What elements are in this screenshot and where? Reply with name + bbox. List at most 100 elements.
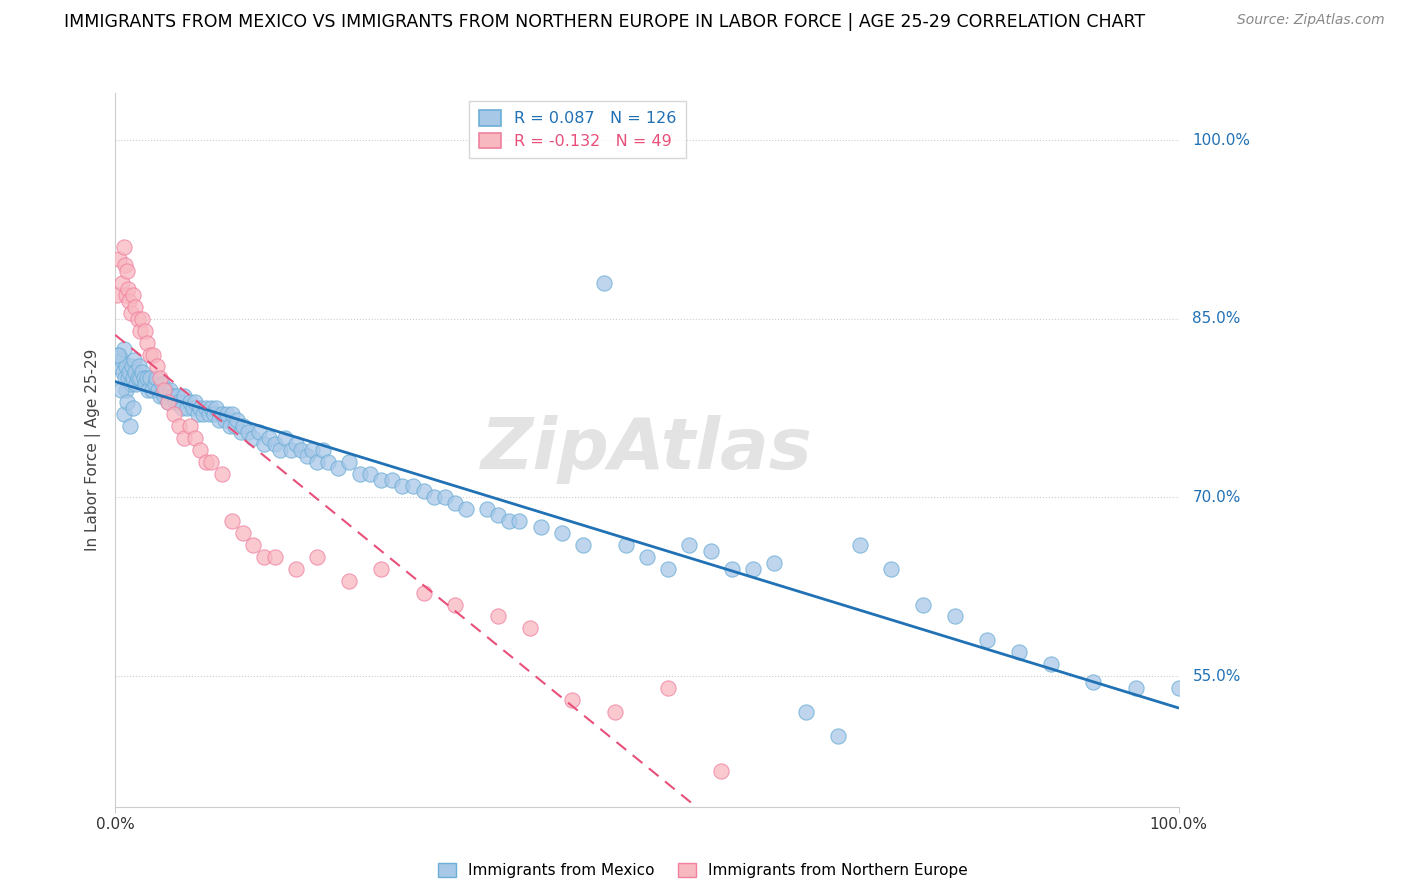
Point (295, 449, 318, 463)
Point (247, 425, 270, 439)
Point (328, 460, 350, 475)
Point (912, 598, 935, 612)
Point (593, 276, 616, 290)
Point (1083, 675, 1105, 690)
Point (153, 384, 176, 398)
Point (337, 574, 360, 588)
Point (188, 442, 211, 457)
Point (179, 419, 201, 434)
Point (721, 562, 744, 576)
Point (253, 549, 276, 564)
Point (263, 437, 285, 451)
Text: 55.0%: 55.0% (1192, 668, 1240, 683)
Point (205, 401, 228, 416)
Point (742, 562, 765, 576)
Point (221, 514, 243, 528)
Point (132, 371, 155, 385)
Point (657, 562, 679, 576)
Point (110, 384, 132, 398)
Point (163, 407, 186, 421)
Point (636, 549, 658, 564)
Point (519, 621, 541, 635)
Point (208, 413, 231, 427)
Point (111, 365, 134, 379)
Point (127, 371, 149, 385)
Point (498, 514, 520, 528)
Point (122, 401, 145, 416)
Point (124, 365, 146, 379)
Point (143, 377, 166, 392)
Point (114, 359, 136, 374)
Point (134, 324, 156, 338)
Point (163, 395, 186, 409)
Point (226, 413, 249, 427)
Point (412, 585, 434, 599)
Point (194, 401, 217, 416)
Point (242, 431, 264, 445)
Point (128, 371, 150, 385)
Point (139, 371, 162, 385)
Point (124, 353, 146, 368)
Point (167, 419, 190, 434)
Point (486, 508, 509, 523)
Point (444, 496, 467, 510)
Point (551, 526, 574, 541)
Point (477, 502, 499, 516)
Point (224, 419, 246, 434)
Point (349, 467, 371, 481)
Point (131, 311, 153, 326)
Point (159, 384, 181, 398)
Point (145, 359, 167, 374)
Point (454, 502, 477, 516)
Point (657, 681, 679, 695)
Point (179, 395, 201, 409)
Point (444, 598, 467, 612)
Point (274, 431, 297, 445)
Point (136, 371, 159, 385)
Point (337, 455, 360, 469)
Point (120, 306, 142, 320)
Point (108, 252, 131, 267)
Point (307, 549, 329, 564)
Point (167, 395, 190, 409)
Point (215, 407, 238, 421)
Point (173, 389, 195, 403)
Point (1039, 657, 1062, 672)
Legend: R = 0.087   N = 126, R = -0.132   N = 49: R = 0.087 N = 126, R = -0.132 N = 49 (470, 101, 686, 159)
Point (105, 288, 128, 302)
Point (114, 384, 136, 398)
Point (150, 377, 173, 392)
Point (412, 484, 434, 499)
Point (211, 467, 233, 481)
Point (184, 395, 207, 409)
Point (112, 240, 135, 254)
Point (763, 556, 786, 570)
Point (181, 401, 204, 416)
Point (710, 764, 733, 779)
Point (136, 384, 159, 398)
Point (200, 455, 222, 469)
Point (316, 455, 339, 469)
Point (561, 693, 583, 707)
Point (188, 401, 211, 416)
Point (508, 514, 530, 528)
Point (122, 371, 145, 385)
Point (290, 442, 312, 457)
Point (149, 371, 172, 385)
Point (359, 467, 381, 481)
Point (614, 538, 637, 552)
Point (1125, 681, 1147, 695)
Point (115, 264, 138, 278)
Point (114, 371, 136, 385)
Point (155, 384, 177, 398)
Text: ZipAtlas: ZipAtlas (481, 416, 813, 484)
Point (124, 300, 146, 314)
Point (301, 442, 323, 457)
Point (263, 549, 285, 564)
Point (200, 401, 222, 416)
Point (139, 347, 162, 361)
Point (166, 389, 188, 403)
Point (105, 359, 128, 374)
Point (381, 473, 404, 487)
Point (269, 442, 291, 457)
